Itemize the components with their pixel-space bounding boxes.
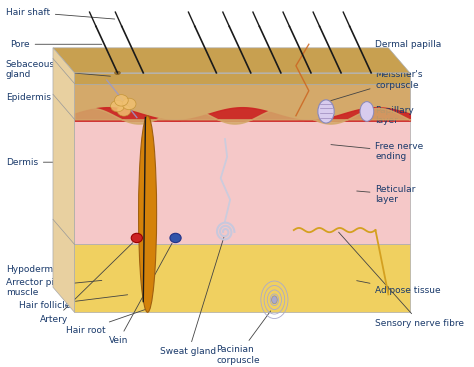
Text: Hair root: Hair root	[66, 310, 145, 335]
Text: Free nerve
ending: Free nerve ending	[331, 142, 424, 161]
Circle shape	[170, 233, 181, 243]
Text: Epidermis: Epidermis	[6, 93, 72, 102]
Text: Vein: Vein	[109, 243, 172, 345]
Circle shape	[110, 100, 124, 112]
Circle shape	[122, 98, 136, 110]
Ellipse shape	[138, 116, 156, 312]
Text: Sweat gland: Sweat gland	[161, 236, 224, 356]
Text: Pore: Pore	[10, 40, 102, 49]
Circle shape	[131, 233, 142, 243]
Ellipse shape	[272, 296, 277, 304]
Ellipse shape	[360, 102, 374, 121]
Text: Hair shaft: Hair shaft	[6, 8, 115, 19]
Text: Sebaceous
gland: Sebaceous gland	[6, 59, 110, 79]
Text: Meissner's
corpuscle: Meissner's corpuscle	[331, 70, 423, 101]
Bar	[74, 84, 410, 119]
Text: Artery: Artery	[40, 243, 133, 324]
Polygon shape	[53, 48, 74, 312]
Bar	[74, 73, 410, 84]
Text: Reticular
layer: Reticular layer	[357, 185, 416, 204]
Ellipse shape	[115, 71, 120, 75]
Bar	[74, 244, 410, 312]
Text: Dermal papilla: Dermal papilla	[335, 40, 442, 72]
Text: Dermis: Dermis	[6, 158, 72, 167]
Text: Adipose tissue: Adipose tissue	[357, 281, 441, 295]
Text: Pacinian
corpuscle: Pacinian corpuscle	[216, 311, 271, 365]
Text: Papillary
layer: Papillary layer	[357, 106, 414, 126]
Text: Hair follicle: Hair follicle	[18, 295, 128, 310]
Text: Sensory nerve fibre: Sensory nerve fibre	[338, 232, 465, 327]
Circle shape	[117, 105, 131, 116]
Text: Hypodermis: Hypodermis	[6, 265, 72, 274]
Bar	[74, 119, 410, 244]
Ellipse shape	[318, 100, 334, 123]
Text: Arrector pili
muscle: Arrector pili muscle	[6, 277, 102, 297]
Circle shape	[115, 95, 128, 106]
Polygon shape	[53, 48, 410, 73]
